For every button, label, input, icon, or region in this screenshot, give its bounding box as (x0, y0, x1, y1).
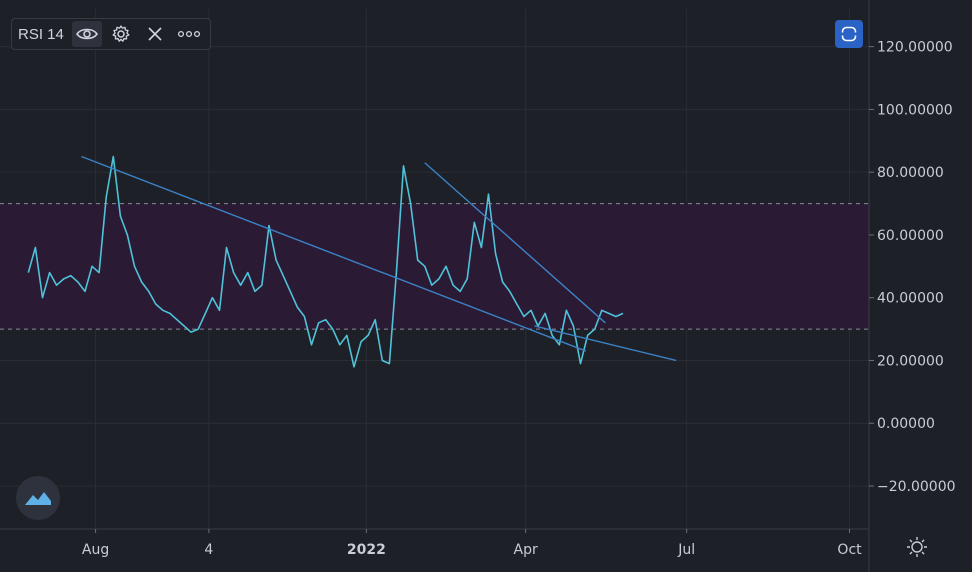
auto-fit-icon[interactable] (835, 20, 863, 48)
x-tick-label: Apr (514, 542, 538, 558)
more-icon[interactable] (174, 21, 204, 47)
tradingview-logo-icon[interactable] (16, 476, 60, 520)
indicator-title: RSI 14 (18, 25, 64, 43)
trendline-2[interactable] (424, 162, 606, 324)
rsi-line (27, 155, 624, 368)
y-tick-label: 60.00000 (877, 228, 944, 244)
gear-icon[interactable] (106, 21, 136, 47)
x-tick-label: Aug (82, 542, 109, 558)
y-tick-label: 100.00000 (877, 102, 953, 118)
y-tick-label: 0.00000 (877, 416, 935, 432)
trendlines[interactable] (81, 155, 677, 362)
y-tick-label: 80.00000 (877, 165, 944, 181)
eye-icon[interactable] (71, 21, 102, 47)
trendline-3[interactable] (534, 325, 677, 362)
x-tick-label: 4 (204, 542, 213, 558)
y-tick-label: 120.00000 (877, 40, 953, 56)
rsi-series (27, 155, 624, 368)
x-tick-label: Jul (677, 542, 695, 558)
settings-icon[interactable] (905, 535, 929, 559)
x-tick-label: Oct (837, 542, 862, 558)
y-tick-label: 40.00000 (877, 291, 944, 307)
indicator-legend: RSI 14 (11, 18, 211, 50)
close-icon[interactable] (140, 21, 170, 47)
x-tick-label: 2022 (347, 542, 386, 558)
trendline-1[interactable] (81, 155, 587, 352)
y-tick-label: −20.00000 (877, 479, 956, 495)
band-fill (0, 203, 869, 330)
overbought-oversold-band (0, 203, 869, 330)
y-tick-label: 20.00000 (877, 353, 944, 369)
